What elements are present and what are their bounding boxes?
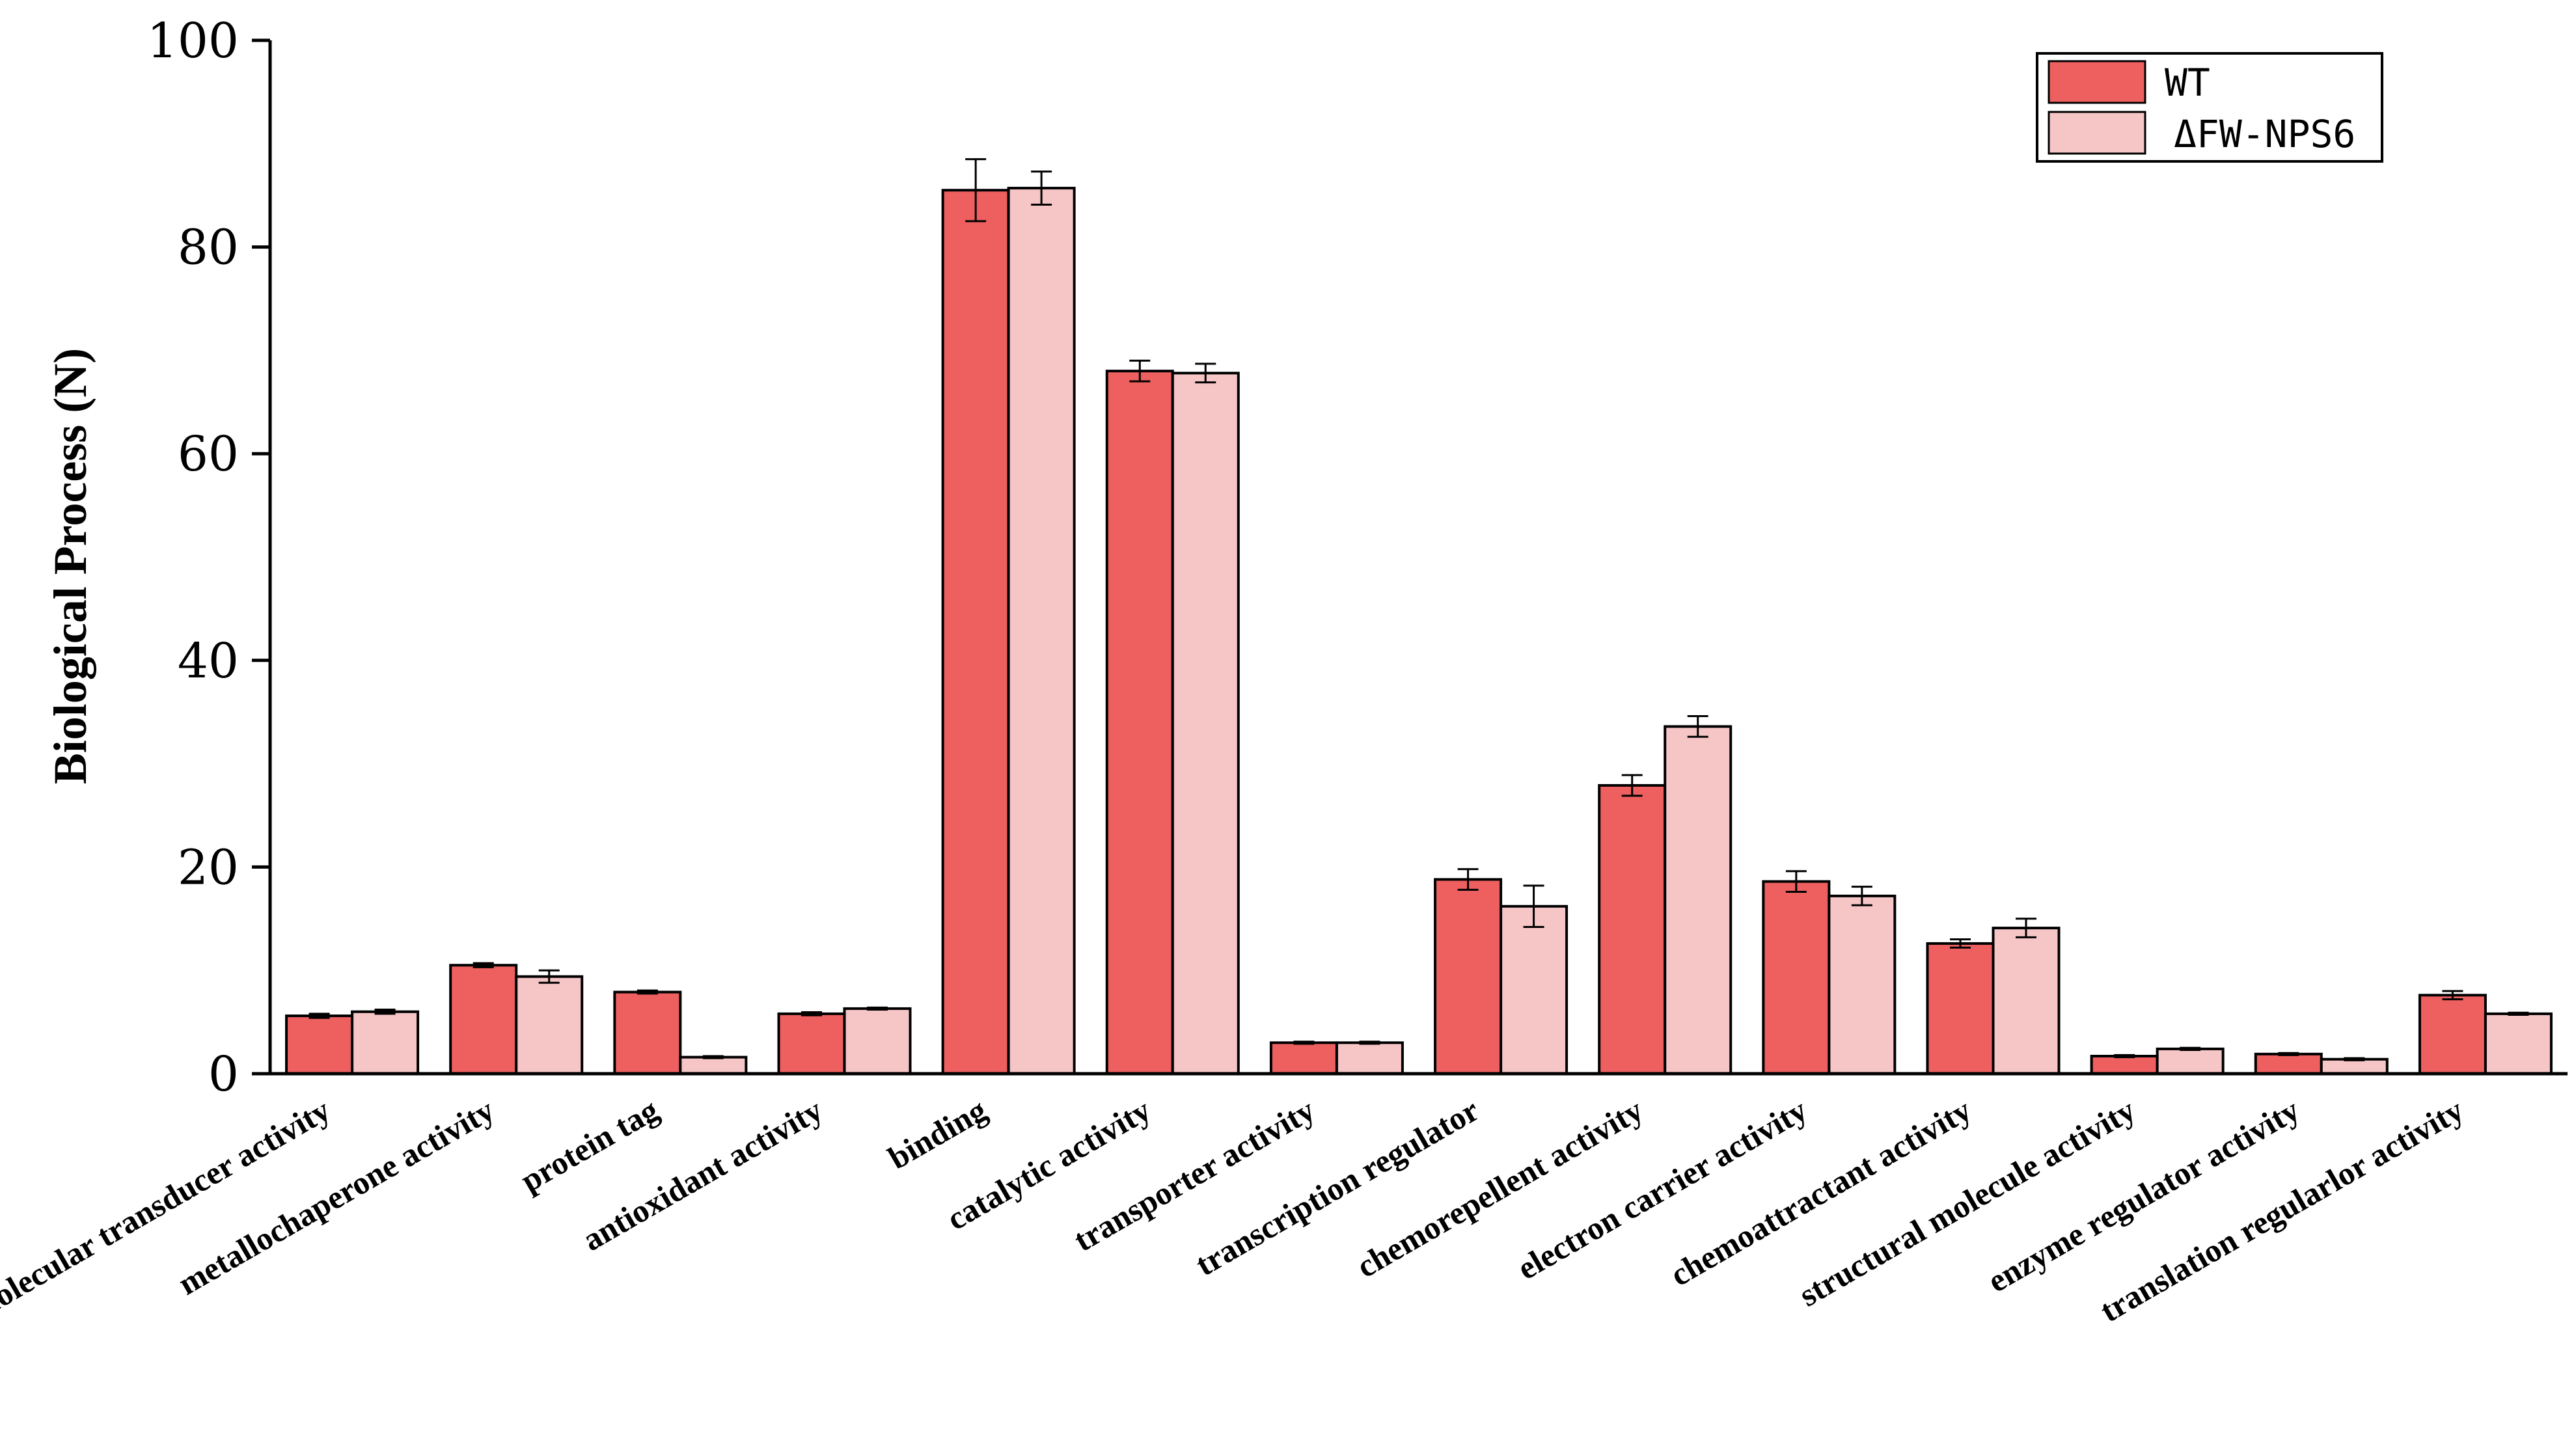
y-tick-label-40: 40 [178,633,239,689]
error-bar-s1-c2 [702,1055,724,1059]
error-bar-s1-c3 [867,1006,888,1011]
bar-s0-c2 [613,990,682,1075]
error-bar-s0-c13 [2442,990,2463,1001]
error-bar-s0-c5 [1129,359,1151,383]
y-tick-label-60: 60 [178,426,239,482]
y-tick-label-80: 80 [178,220,239,276]
legend-swatch-mutant [2048,111,2146,155]
bar-s1-c12 [2320,1057,2389,1075]
bar-s1-c10 [1992,927,2061,1076]
bar-s1-c7 [1500,905,1569,1076]
bar-s0-c13 [2418,994,2487,1076]
bar-s0-c10 [1926,942,1995,1075]
bar-s0-c3 [777,1012,846,1075]
bar-s1-c8 [1664,725,1733,1075]
bar-s1-c13 [2484,1012,2553,1075]
error-bar-s1-c9 [1851,886,1872,906]
bar-s0-c4 [941,189,1010,1075]
legend-label-mutant: ΔFW-NPS6 [2174,112,2355,156]
error-bar-s0-c12 [2278,1052,2299,1056]
bar-s0-c9 [1762,880,1831,1075]
error-bar-s1-c1 [538,969,560,984]
error-bar-s0-c1 [473,962,494,968]
y-tick-label-0: 0 [208,1046,239,1102]
bar-s0-c12 [2254,1052,2323,1076]
bar-s0-c6 [1269,1041,1338,1075]
legend-label-wt: WT [2165,61,2210,105]
y-tick-label-100: 100 [147,13,239,69]
error-bar-s0-c0 [308,1013,330,1019]
y-axis-label: Biological Process (N) [44,348,96,785]
error-bar-s1-c0 [374,1009,396,1015]
error-bar-s1-c12 [2344,1057,2365,1061]
error-bar-s0-c8 [1621,774,1643,797]
error-bar-s0-c2 [637,989,658,995]
error-bars-layer [308,158,2529,1061]
error-bar-s0-c4 [965,158,987,223]
error-bar-s1-c7 [1523,884,1544,929]
error-bar-s1-c5 [1195,362,1216,384]
bar-s0-c5 [1105,370,1174,1075]
legend: WT ΔFW-NPS6 [2036,52,2383,163]
y-tick-label-20: 20 [178,839,239,895]
axes-layer [268,40,2568,1076]
x-tick-label-12: enzyme regulator activity [1982,1091,2306,1300]
bar-s0-c7 [1434,878,1503,1076]
x-tick-label-7: transcription regulator [1189,1091,1485,1283]
bar-s0-c8 [1598,783,1667,1075]
error-bar-s1-c10 [2016,918,2036,938]
error-bar-s1-c4 [1031,170,1052,206]
x-tick-label-2: protein tag [514,1091,664,1199]
error-bar-s0-c6 [1293,1041,1315,1045]
bar-s1-c4 [1007,187,1076,1076]
x-tick-labels-layer: molecular transducer activitymetallochap… [0,1091,2469,1329]
bar-s1-c1 [515,975,584,1076]
bar-s1-c2 [679,1055,748,1076]
error-bar-s1-c11 [2180,1046,2201,1051]
x-tick-label-10: chemoattractant activity [1664,1091,1977,1293]
error-bar-s1-c6 [1359,1041,1380,1045]
x-tick-label-8: chemorepellent activity [1350,1091,1649,1285]
error-bar-s0-c3 [801,1011,822,1016]
bar-s1-c0 [351,1010,420,1075]
error-bar-s1-c8 [1687,715,1708,738]
bar-s0-c0 [285,1014,354,1076]
error-bar-s0-c9 [1785,870,1807,893]
bar-s0-c11 [2090,1055,2159,1076]
bars-layer [285,187,2553,1076]
error-bar-s0-c7 [1457,868,1479,891]
legend-swatch-wt [2048,60,2146,104]
error-bar-s1-c13 [2508,1011,2529,1016]
x-tick-label-9: electron carrier activity [1511,1091,1813,1286]
bar-s0-c1 [449,964,518,1076]
y-ticks-layer: 0 20 40 60 80 100 [147,13,270,1102]
bar-s1-c11 [2156,1047,2225,1075]
bar-s1-c9 [1828,894,1897,1075]
error-bar-s0-c11 [2114,1054,2135,1059]
bar-s1-c3 [843,1007,912,1076]
bar-s1-c5 [1171,372,1240,1075]
x-tick-label-4: binding [882,1091,993,1177]
error-bar-s0-c10 [1950,938,1971,949]
bar-s1-c6 [1335,1041,1404,1075]
